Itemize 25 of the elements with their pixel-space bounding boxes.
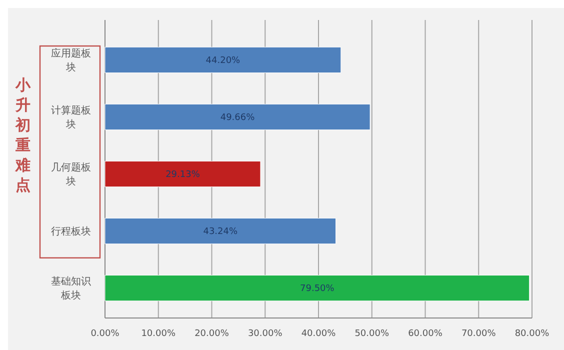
x-tick-label: 40.00%	[301, 329, 336, 339]
bar	[104, 104, 370, 130]
data-label: 29.13%	[166, 170, 200, 180]
data-label: 79.50%	[300, 284, 335, 294]
data-label: 43.24%	[203, 227, 238, 238]
data-label: 44.20%	[206, 56, 241, 66]
y-tick-label: 基础知识板块	[51, 276, 91, 302]
y-axis-title: 小升初重难点	[14, 76, 32, 194]
x-tick-label: 10.00%	[141, 329, 176, 339]
bar	[104, 218, 336, 244]
x-tick-label: 60.00%	[408, 329, 443, 339]
y-tick-label: 几何题板块	[51, 162, 91, 188]
bar	[104, 46, 342, 74]
x-tick-label: 20.00%	[194, 329, 230, 339]
x-tick-label: 30.00%	[248, 329, 283, 339]
x-tick-label: 80.00%	[514, 329, 550, 339]
bar	[104, 160, 261, 188]
y-tick-label: 行程板块	[51, 226, 91, 238]
data-label: 49.66%	[220, 113, 256, 124]
x-tick-label: 50.00%	[354, 329, 390, 339]
y-tick-label: 应用题板块	[51, 47, 91, 74]
bar	[104, 274, 530, 302]
x-tick-label: 0.00%	[90, 329, 120, 339]
y-tick-label: 计算题板块	[51, 104, 91, 130]
x-tick-label: 70.00%	[461, 329, 496, 339]
